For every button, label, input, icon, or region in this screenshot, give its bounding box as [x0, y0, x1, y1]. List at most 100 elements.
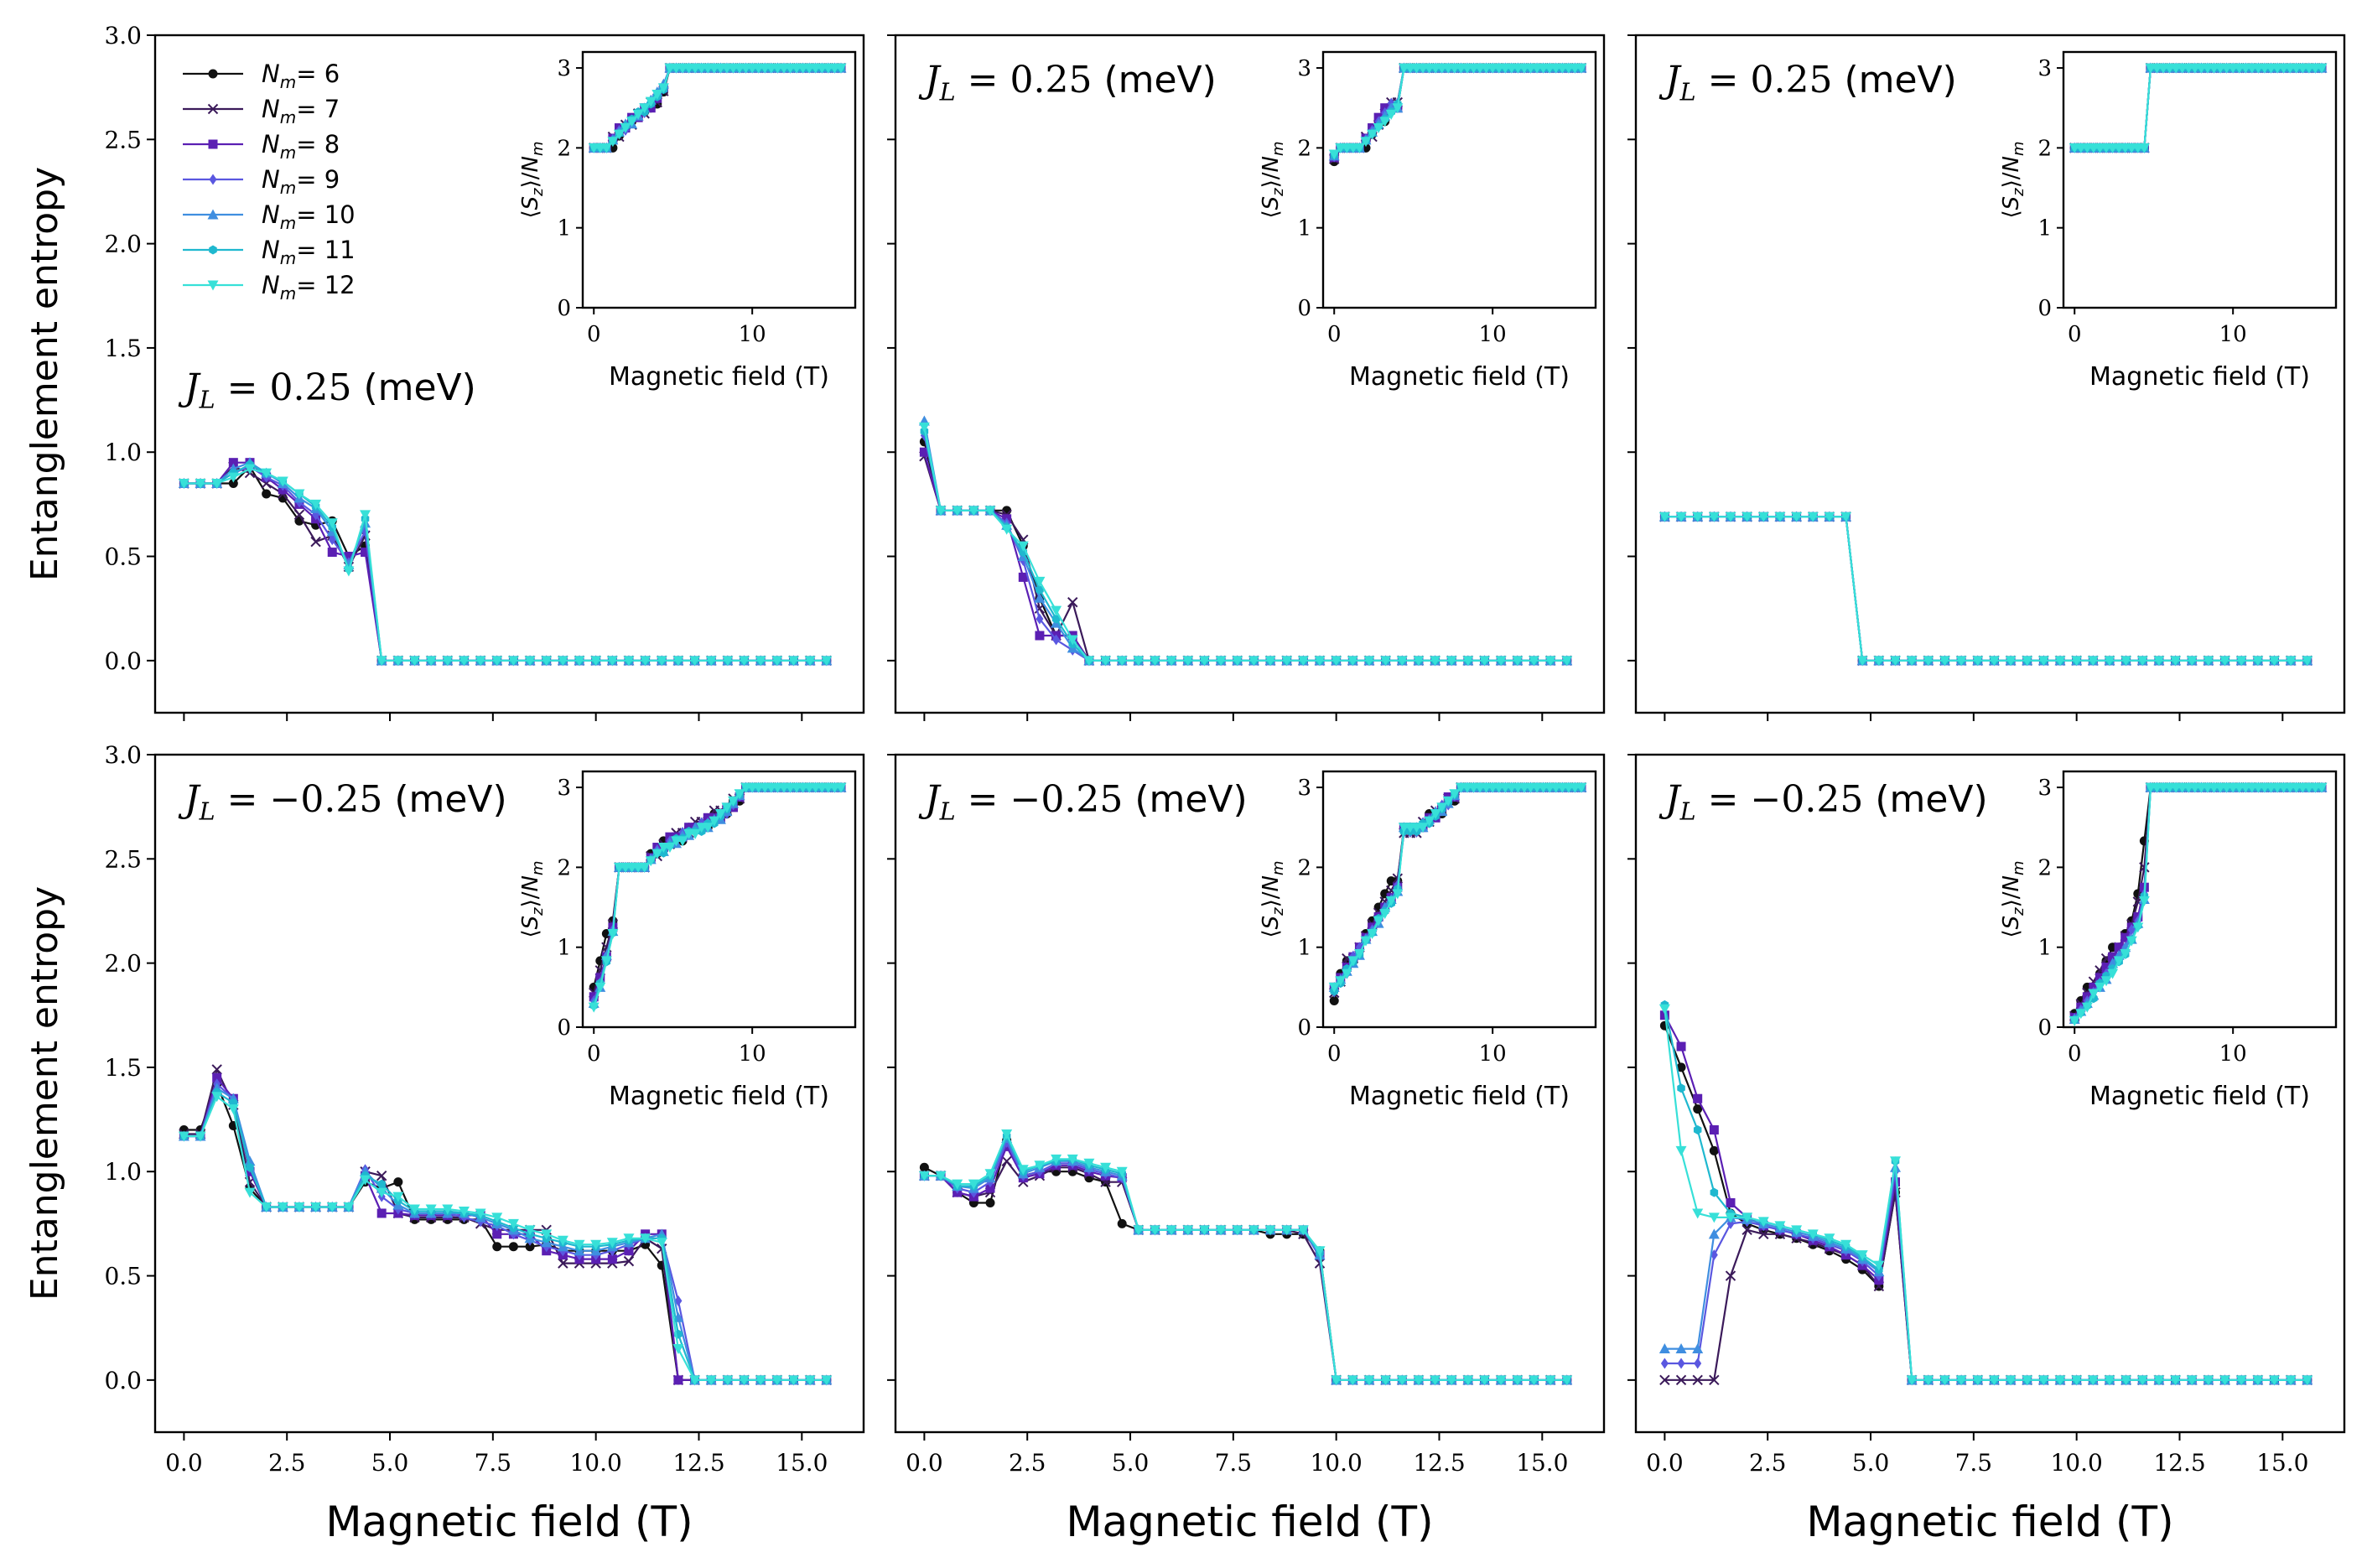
entropy-data-point [1693, 1125, 1702, 1135]
sz-data-point [1353, 143, 1365, 153]
legend-marker [209, 174, 217, 185]
entropy-data-point [2235, 1375, 2247, 1386]
entropy-data-point [1658, 1343, 1670, 1354]
inset-x-tick-label: 10 [1479, 1041, 1507, 1067]
entropy-data-point [1873, 1260, 1885, 1271]
inset-y-tick-label: 3 [557, 776, 571, 801]
x-tick-label: 0.0 [906, 1449, 943, 1477]
entropy-data-point [344, 552, 354, 562]
panel-4: 0.0 0.5 1.0 1.5 2.0 2.5 3.0 0.0 2.5 5.0 7.5 10.0 12.… [23, 741, 865, 1546]
entropy-data-point [1906, 1375, 1918, 1386]
entropy-data-point [2268, 656, 2280, 667]
y-axis-label: Entanglement entropy [23, 886, 66, 1301]
entropy-data-point [1314, 1246, 1326, 1257]
inset-x-tick-label: 0 [2068, 1041, 2082, 1067]
sz-data-point [639, 862, 651, 873]
inset-y-label-part: S [1259, 196, 1284, 210]
annotation-unit: (meV) [394, 778, 506, 821]
inset-axes-frame [581, 770, 857, 1029]
entropy-data-point [985, 1183, 995, 1193]
entropy-data-point [1774, 1221, 1786, 1232]
entropy-data-point [195, 479, 206, 490]
entropy-series-line-3 [1664, 516, 2307, 662]
panel-5: 0.0 2.5 5.0 7.5 10.0 12.5 15.0 Magnetic field (… [887, 753, 1606, 1546]
x-tick-label: 2.5 [1749, 1449, 1787, 1477]
panel-2: 0 1 2 3 0 10 Magnetic field (T) ⟨Sz⟩/Nm JL = 0.2… [887, 34, 1606, 721]
entropy-data-point [1331, 656, 1342, 667]
legend-label-symbol: N [262, 271, 280, 299]
entropy-data-point [2087, 1375, 2099, 1386]
entropy-data-point [541, 1229, 553, 1240]
entropy-data-point [1906, 656, 1918, 667]
entropy-data-point [1512, 656, 1523, 667]
entropy-data-point [442, 656, 454, 667]
entropy-data-point [244, 1155, 256, 1166]
entropy-series-line-3 [1664, 1015, 2307, 1381]
entropy-data-point [557, 1235, 568, 1246]
entropy-data-point [1677, 1083, 1685, 1093]
entropy-data-point [689, 656, 701, 667]
entropy-data-point [507, 656, 519, 667]
entropy-data-point [1182, 1225, 1194, 1236]
entropy-data-point [1807, 511, 1819, 522]
inset-y-axis-label: ⟨Sz⟩/Nm [1259, 141, 1287, 218]
entropy-data-point [623, 656, 635, 667]
entropy-data-point [1873, 656, 1885, 667]
entropy-data-point [1856, 656, 1868, 667]
entropy-data-point [1890, 1156, 1902, 1167]
entropy-data-point [984, 506, 996, 517]
entropy-data-point [1264, 656, 1276, 667]
entropy-data-point [1561, 1375, 1573, 1386]
entropy-data-point [360, 1175, 371, 1186]
sz-data-point [626, 117, 638, 127]
entropy-data-point [178, 1131, 189, 1142]
main-axes-frame [894, 34, 1606, 714]
entropy-data-point [1693, 1093, 1703, 1103]
sz-data-point [2094, 982, 2105, 993]
entropy-data-point [952, 1179, 963, 1190]
entropy-data-point [1692, 1343, 1704, 1354]
sz-data-point [721, 802, 733, 813]
legend-label-subscript: m [280, 107, 296, 127]
legend-label: Nm= 10 [262, 200, 356, 233]
x-axis-label: Magnetic field (T) [325, 1498, 693, 1546]
sz-data-point [702, 823, 714, 833]
entropy-data-point [310, 536, 321, 548]
annotation-subscript: L [199, 797, 215, 826]
legend-label-subscript: m [280, 283, 296, 304]
entropy-data-point [557, 656, 568, 667]
entropy-data-point [262, 489, 272, 499]
inset-background [583, 52, 855, 308]
entropy-data-point [212, 1072, 222, 1083]
entropy-data-point [1659, 1374, 1670, 1386]
inset-y-tick-label: 0 [1297, 296, 1311, 321]
sz-data-point [607, 137, 619, 148]
inset-y-label-part: S [518, 916, 543, 930]
inset-x-tick-label: 10 [1479, 322, 1507, 347]
entropy-data-point [1363, 1375, 1375, 1386]
x-tick-label: 5.0 [371, 1449, 409, 1477]
entropy-data-point [1297, 1225, 1309, 1236]
entropy-data-point [558, 1258, 568, 1269]
inset-y-axis-label: ⟨Sz⟩/Nm [1999, 141, 2027, 218]
sz-data-point [2114, 942, 2124, 953]
legend-label-value: = 12 [296, 271, 355, 299]
inset-y-label-part: ⟨ [518, 210, 543, 218]
sz-data-point [1379, 909, 1391, 920]
entropy-data-point [1264, 1225, 1276, 1236]
entropy-data-point [409, 1204, 421, 1215]
entropy-data-point [2252, 1375, 2264, 1386]
entropy-data-point [1972, 656, 1984, 667]
entropy-data-point [492, 1242, 502, 1252]
annotation-unit: (meV) [1103, 59, 1216, 101]
entropy-data-point [2071, 656, 2083, 667]
entropy-data-point [293, 509, 305, 521]
entropy-data-point [2203, 1375, 2214, 1386]
panel-annotation: JL = 0.25 (meV) [178, 366, 476, 414]
x-tick-label: 10.0 [2050, 1449, 2102, 1477]
entropy-data-point [1692, 1208, 1704, 1219]
legend-label-value: = 7 [296, 95, 340, 123]
entropy-data-point [1052, 634, 1061, 646]
entropy-data-point [1051, 605, 1062, 616]
